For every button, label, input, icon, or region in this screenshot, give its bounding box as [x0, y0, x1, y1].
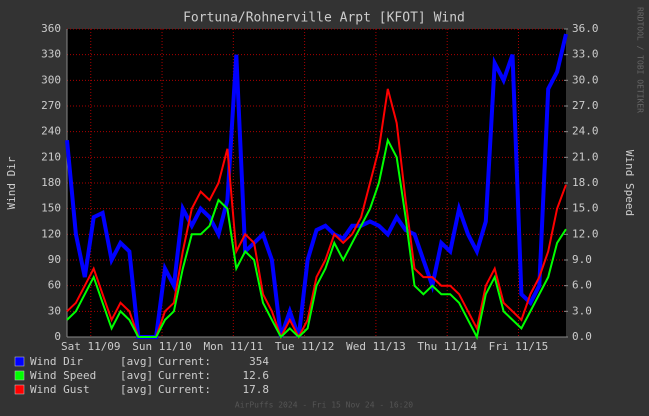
legend-label: Wind Speed — [30, 369, 96, 382]
footer: AirPuffs 2024 - Fri 15 Nov 24 - 16:20 — [235, 401, 413, 410]
y2-tick-label: 30.0 — [572, 73, 599, 86]
y-tick-label: 120 — [41, 227, 61, 240]
chart-title: Fortuna/Rohnerville Arpt [KFOT] Wind — [183, 11, 465, 26]
legend-swatch — [14, 384, 25, 395]
legend-stat: [avg] — [120, 383, 153, 396]
y-tick-label: 150 — [41, 202, 61, 215]
y-tick-label: 30 — [48, 304, 61, 317]
x-tick-label: Thu 11/14 — [417, 340, 477, 353]
y2-tick-label: 36.0 — [572, 22, 599, 35]
y2-tick-label: 24.0 — [572, 125, 599, 138]
y-tick-label: 0 — [54, 330, 61, 343]
y-tick-label: 210 — [41, 150, 61, 163]
y2-tick-label: 27.0 — [572, 99, 599, 112]
series-line — [66, 137, 567, 340]
legend-stat: [avg] — [120, 355, 153, 368]
legend-swatch — [14, 370, 25, 381]
y2-axis-label: Wind Speed — [623, 150, 636, 216]
x-tick-label: Fri 11/15 — [489, 340, 549, 353]
x-tick-label: Sun 11/10 — [132, 340, 192, 353]
y-tick-label: 330 — [41, 48, 61, 61]
legend-current-value: 12.6 — [243, 369, 270, 382]
legend-current-value: 17.8 — [243, 383, 270, 396]
legend-stat: [avg] — [120, 369, 153, 382]
legend-current-value: 354 — [249, 355, 269, 368]
x-tick-label: Mon 11/11 — [204, 340, 264, 353]
y-tick-label: 270 — [41, 99, 61, 112]
y2-tick-label: 15.0 — [572, 202, 599, 215]
x-tick-label: Wed 11/13 — [346, 340, 406, 353]
y2-tick-label: 21.0 — [572, 150, 599, 163]
y2-tick-label: 12.0 — [572, 227, 599, 240]
legend-current-label: Current: — [158, 383, 211, 396]
watermark: RRDTOOL / TOBI OETIKER — [636, 7, 645, 113]
y-tick-label: 60 — [48, 279, 61, 292]
y2-tick-label: 3.0 — [572, 304, 592, 317]
y-tick-label: 90 — [48, 253, 61, 266]
y-tick-label: 240 — [41, 125, 61, 138]
y2-tick-label: 6.0 — [572, 279, 592, 292]
legend-label: Wind Dir — [30, 355, 83, 368]
y2-tick-label: 33.0 — [572, 48, 599, 61]
legend-current-label: Current: — [158, 369, 211, 382]
legend-current-label: Current: — [158, 355, 211, 368]
y2-tick-label: 9.0 — [572, 253, 592, 266]
y-tick-label: 360 — [41, 22, 61, 35]
x-tick-label: Sat 11/09 — [61, 340, 121, 353]
y-axis-label: Wind Dir — [5, 156, 18, 209]
x-tick-label: Tue 11/12 — [275, 340, 335, 353]
y-tick-label: 180 — [41, 176, 61, 189]
legend-swatch — [14, 356, 25, 367]
y2-tick-label: 18.0 — [572, 176, 599, 189]
legend-label: Wind Gust — [30, 383, 90, 396]
y2-tick-label: 0.0 — [572, 330, 592, 343]
y-tick-label: 300 — [41, 73, 61, 86]
